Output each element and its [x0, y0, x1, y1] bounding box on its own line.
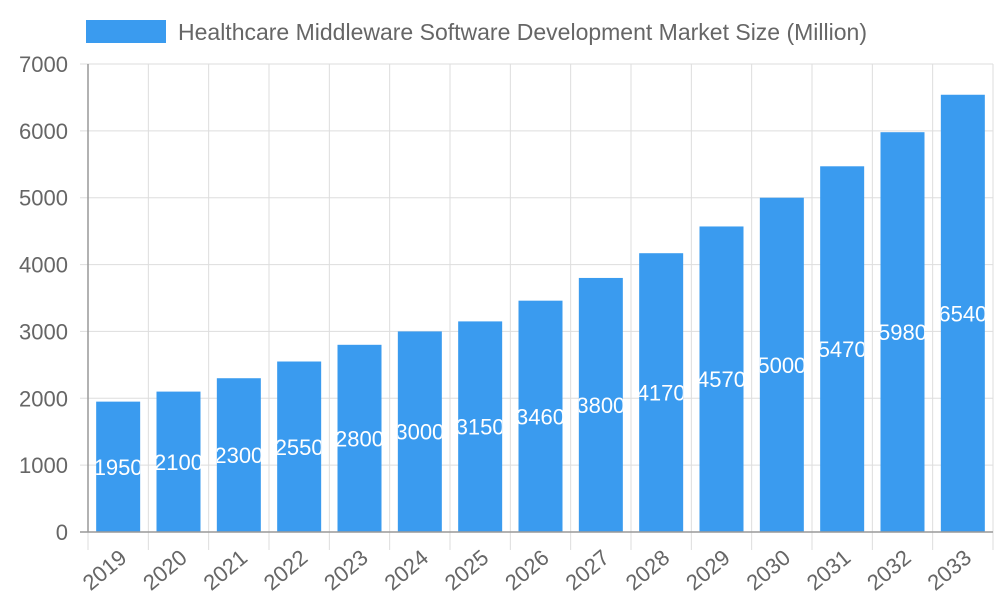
x-tick-label: 2019	[78, 545, 132, 596]
data-label: 2800	[335, 426, 384, 451]
bar-2027	[578, 277, 623, 532]
x-tick-label: 2032	[862, 545, 916, 596]
data-label: 2300	[214, 443, 263, 468]
data-label: 3460	[516, 404, 565, 429]
data-label: 1950	[94, 455, 143, 480]
x-tick-label: 2029	[681, 545, 735, 596]
data-label: 5000	[757, 353, 806, 378]
bar-2024	[397, 331, 442, 532]
x-tick-label: 2024	[379, 545, 433, 596]
y-tick-label: 1000	[19, 453, 68, 478]
data-label: 3800	[576, 393, 625, 418]
x-tick-label: 2026	[500, 545, 554, 596]
bar-2031	[820, 166, 865, 532]
y-tick-label: 3000	[19, 319, 68, 344]
data-label: 4170	[637, 381, 686, 406]
y-tick-label: 4000	[19, 253, 68, 278]
y-tick-label: 6000	[19, 119, 68, 144]
bar-2032	[880, 132, 925, 533]
bar-2033	[940, 94, 985, 533]
bar-2026	[518, 300, 563, 532]
legend-swatch	[86, 20, 166, 43]
data-label: 2100	[154, 450, 203, 475]
x-tick-label: 2028	[621, 545, 675, 596]
y-tick-label: 5000	[19, 186, 68, 211]
x-tick-label: 2031	[802, 545, 856, 596]
bar-2020	[156, 391, 201, 532]
bar-2021	[216, 378, 261, 532]
data-label: 2550	[275, 435, 324, 460]
legend-label: Healthcare Middleware Software Developme…	[178, 19, 867, 45]
bar-2025	[458, 321, 503, 532]
y-tick-label: 7000	[19, 52, 68, 77]
data-label: 3150	[456, 415, 505, 440]
x-tick-label: 2021	[198, 545, 252, 596]
legend[interactable]: Healthcare Middleware Software Developme…	[86, 19, 867, 45]
data-label: 3000	[395, 420, 444, 445]
x-tick-label: 2030	[741, 545, 795, 596]
data-label: 5980	[878, 320, 927, 345]
bar-2029	[699, 226, 744, 532]
y-tick-label: 2000	[19, 386, 68, 411]
bar-2019	[96, 401, 141, 532]
bar-2030	[759, 197, 804, 532]
bar-2023	[337, 344, 382, 532]
x-tick-label: 2023	[319, 545, 373, 596]
x-tick-label: 2022	[259, 545, 313, 596]
data-label: 4570	[697, 367, 746, 392]
data-label: 5470	[818, 337, 867, 362]
x-tick-label: 2025	[440, 545, 494, 596]
data-label: 6540	[938, 301, 987, 326]
x-tick-label: 2033	[922, 545, 976, 596]
y-tick-label: 0	[56, 520, 68, 545]
x-tick-label: 2027	[560, 545, 614, 596]
bar-2022	[277, 361, 322, 532]
bar-2028	[639, 253, 684, 532]
x-tick-label: 2020	[138, 545, 192, 596]
